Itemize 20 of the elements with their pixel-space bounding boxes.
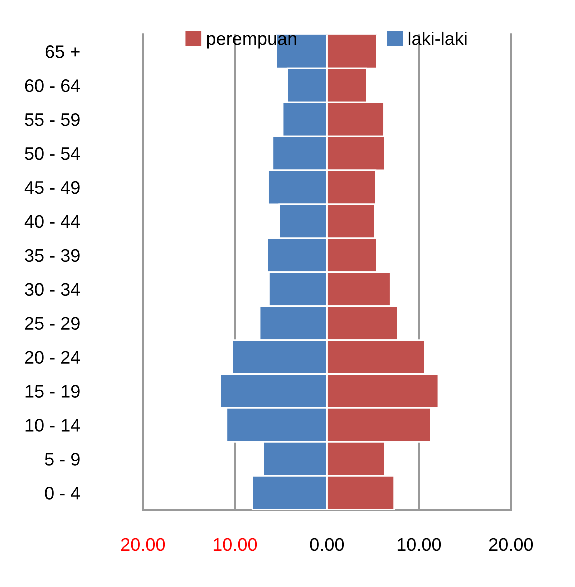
- y-tick-label: 40 - 44: [24, 215, 80, 228]
- y-tick-label: 15 - 19: [26, 385, 80, 398]
- y-tick-label: 30 - 34: [25, 283, 80, 296]
- x-tick-label: 10.00: [398, 538, 442, 552]
- y-tick-label: 60 - 64: [25, 80, 80, 92]
- y-tick-label: 20 - 24: [25, 351, 80, 364]
- x-tick-label: 10.00: [214, 538, 258, 552]
- y-tick-label: 25 - 29: [25, 317, 80, 330]
- x-tick-label: 20.00: [489, 538, 534, 552]
- y-tick-label: 50 - 54: [25, 147, 80, 160]
- y-tick-label: 35 - 39: [25, 249, 80, 262]
- y-tick-label: 65 +: [46, 46, 80, 58]
- y-tick-label: 5 - 9: [45, 453, 80, 466]
- y-tick-label: 45 - 49: [24, 181, 80, 194]
- y-tick-label: 0 - 4: [45, 487, 80, 500]
- y-tick-label: 10 - 14: [26, 419, 80, 432]
- x-tick-label: 20.00: [121, 538, 166, 552]
- legend-label: laki-laki: [408, 32, 467, 46]
- y-tick-label: 55 - 59: [25, 113, 80, 126]
- x-tick-label: 0.00: [310, 538, 344, 552]
